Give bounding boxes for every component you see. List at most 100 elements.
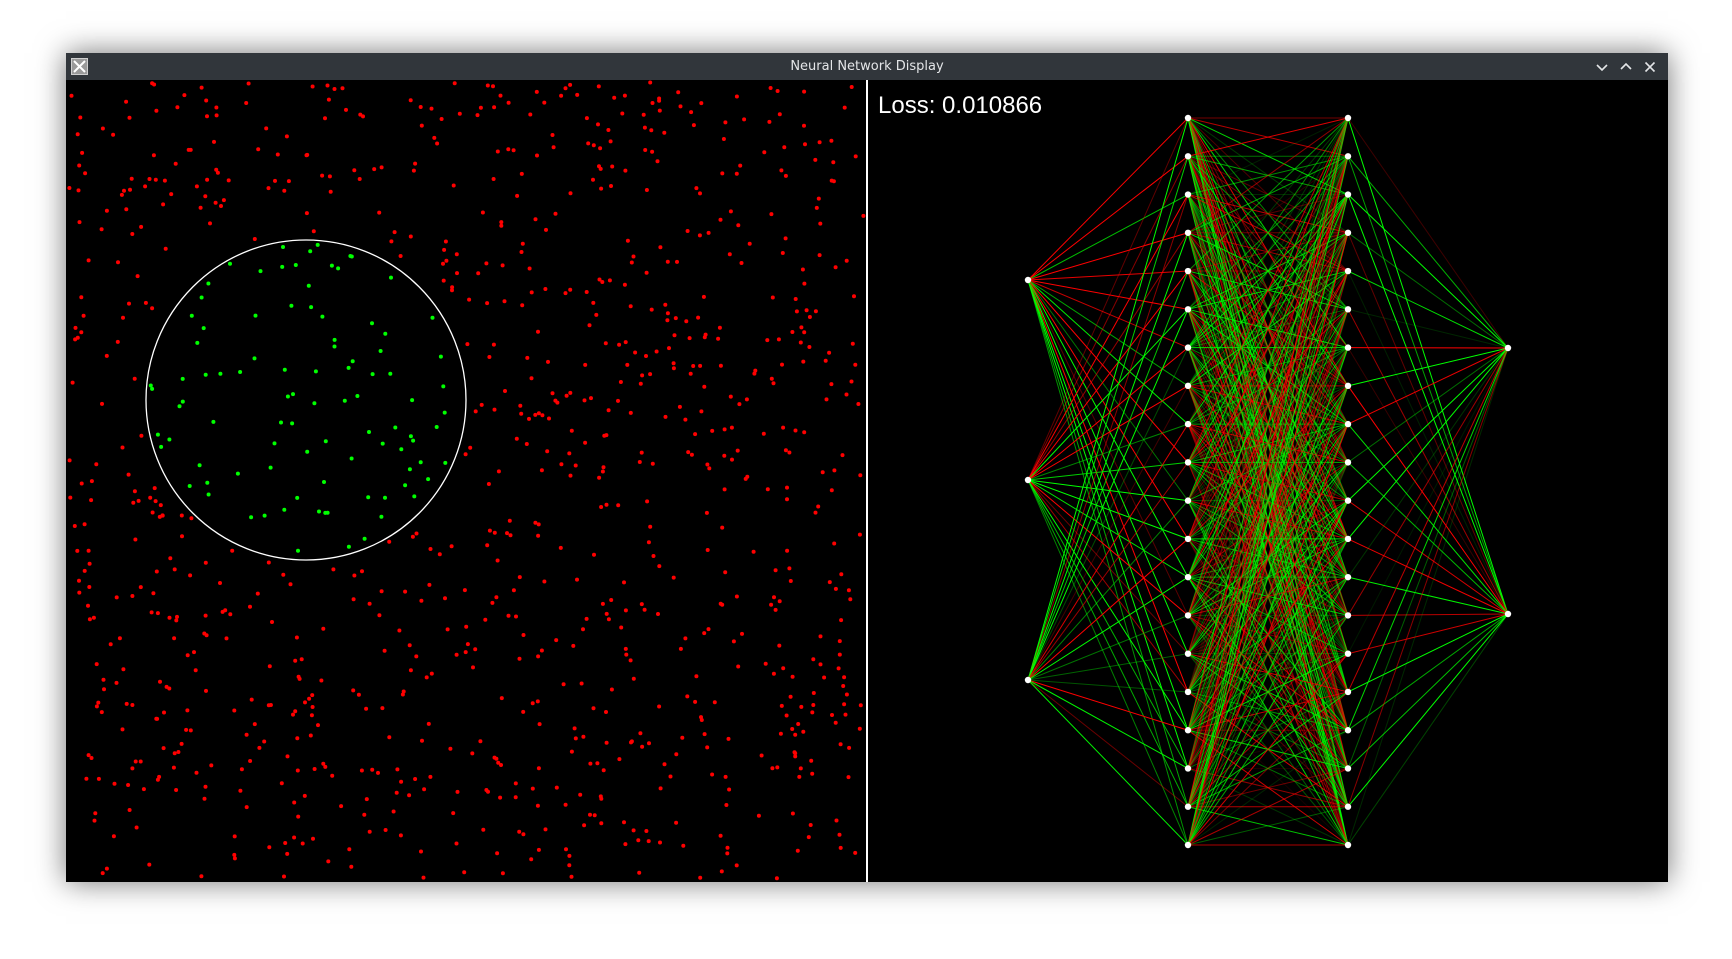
outside-point: [463, 452, 468, 457]
weight-line: [1027, 538, 1189, 681]
inside-point: [289, 303, 294, 308]
weight-line: [1027, 614, 1189, 681]
outside-point: [185, 708, 190, 713]
outside-point: [547, 416, 551, 421]
outside-point: [99, 227, 104, 232]
outside-point: [631, 254, 636, 259]
outside-point: [300, 841, 305, 846]
outside-point: [706, 627, 711, 632]
neuron-layer-1: [1184, 153, 1192, 160]
outside-point: [790, 727, 795, 731]
inside-point: [399, 447, 404, 452]
outside-point: [131, 500, 136, 505]
outside-point: [591, 300, 596, 305]
outside-point: [650, 461, 655, 466]
x11-icon: [71, 58, 88, 75]
inside-point: [332, 337, 337, 342]
outside-point: [169, 192, 174, 197]
outside-point: [807, 315, 812, 319]
weight-line: [1027, 194, 1189, 681]
maximize-icon[interactable]: [1616, 57, 1636, 77]
outside-point: [640, 744, 645, 749]
outside-point: [798, 340, 803, 345]
outside-point: [702, 631, 707, 636]
close-icon[interactable]: [1640, 57, 1660, 77]
outside-point: [524, 442, 529, 446]
outside-point: [376, 770, 380, 775]
outside-point: [693, 432, 698, 437]
outside-point: [138, 585, 143, 590]
weight-line: [1187, 500, 1349, 846]
outside-point: [119, 192, 124, 197]
outside-point: [114, 595, 119, 600]
outside-point: [802, 430, 807, 435]
outside-point: [418, 105, 423, 109]
outside-point: [149, 610, 154, 615]
outside-point: [625, 362, 630, 367]
outside-point: [161, 746, 166, 751]
outside-point: [693, 699, 698, 704]
outside-point: [439, 117, 444, 121]
outside-point: [858, 473, 863, 478]
weight-line: [1027, 194, 1189, 281]
outside-point: [818, 221, 823, 226]
outside-point: [150, 81, 155, 86]
neuron-layer-0: [1024, 276, 1032, 284]
outside-point: [793, 754, 798, 759]
outside-point: [633, 350, 638, 355]
outside-point: [296, 674, 301, 679]
outside-point: [147, 177, 152, 181]
neuron-layer-1: [1184, 688, 1192, 696]
outside-point: [662, 130, 667, 135]
outside-point: [838, 845, 843, 850]
weight-line: [1187, 232, 1349, 846]
outside-point: [391, 809, 396, 814]
outside-point: [77, 220, 82, 225]
outside-point: [320, 173, 325, 178]
outside-point: [780, 362, 784, 367]
outside-point: [328, 189, 333, 194]
weight-line: [1027, 309, 1189, 681]
weight-line: [1187, 423, 1349, 846]
weight-line: [1347, 613, 1509, 655]
outside-point: [212, 139, 216, 144]
outside-point: [599, 796, 604, 801]
outside-point: [327, 174, 332, 179]
outside-point: [698, 191, 702, 196]
minimize-icon[interactable]: [1592, 57, 1612, 77]
inside-point: [408, 434, 413, 439]
weight-line: [1027, 279, 1189, 463]
outside-point: [521, 832, 526, 837]
outside-point: [527, 416, 531, 421]
outside-point: [596, 122, 600, 127]
outside-point: [364, 706, 369, 711]
outside-point: [584, 290, 589, 294]
outside-point: [521, 709, 526, 714]
outside-point: [768, 86, 773, 90]
titlebar[interactable]: Neural Network Display: [66, 53, 1668, 80]
outside-point: [569, 749, 574, 754]
outside-point: [811, 703, 816, 707]
inside-point: [187, 484, 192, 488]
outside-point: [379, 589, 384, 594]
outside-point: [194, 184, 199, 189]
outside-point: [295, 736, 300, 741]
neuron-layer-2: [1344, 841, 1352, 849]
outside-point: [601, 465, 606, 470]
outside-point: [567, 863, 572, 868]
outside-point: [126, 783, 131, 787]
outside-point: [847, 745, 852, 750]
outside-point: [832, 468, 837, 473]
outside-point: [783, 173, 788, 178]
inside-point: [410, 398, 415, 403]
outside-point: [838, 742, 843, 747]
outside-point: [793, 428, 798, 433]
outside-point: [82, 522, 87, 527]
outside-point: [573, 463, 578, 468]
outside-point: [316, 723, 320, 728]
outside-point: [780, 251, 785, 255]
outside-point: [853, 154, 858, 159]
outside-point: [737, 402, 742, 407]
outside-point: [462, 870, 467, 875]
inside-point: [329, 263, 334, 268]
